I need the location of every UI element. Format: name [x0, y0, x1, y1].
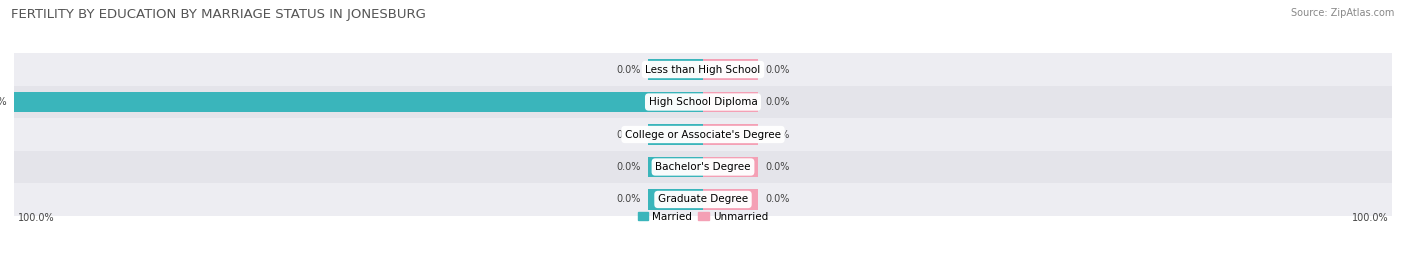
Bar	[14, 183, 1392, 216]
Text: 0.0%: 0.0%	[765, 97, 789, 107]
Text: 0.0%: 0.0%	[617, 194, 641, 204]
Text: Source: ZipAtlas.com: Source: ZipAtlas.com	[1291, 8, 1395, 18]
Bar	[703, 59, 758, 80]
Bar	[703, 157, 758, 177]
Bar	[648, 157, 703, 177]
Text: High School Diploma: High School Diploma	[648, 97, 758, 107]
Text: 100.0%: 100.0%	[0, 97, 7, 107]
Text: 0.0%: 0.0%	[765, 65, 789, 75]
Bar	[14, 53, 1392, 86]
Bar	[648, 189, 703, 210]
Text: 0.0%: 0.0%	[617, 129, 641, 140]
Bar	[14, 86, 1392, 118]
Text: 0.0%: 0.0%	[765, 194, 789, 204]
Text: 0.0%: 0.0%	[765, 162, 789, 172]
Text: Bachelor's Degree: Bachelor's Degree	[655, 162, 751, 172]
Text: FERTILITY BY EDUCATION BY MARRIAGE STATUS IN JONESBURG: FERTILITY BY EDUCATION BY MARRIAGE STATU…	[11, 8, 426, 21]
Text: College or Associate's Degree: College or Associate's Degree	[626, 129, 780, 140]
Text: 0.0%: 0.0%	[617, 162, 641, 172]
Bar	[14, 92, 703, 112]
Bar	[703, 92, 758, 112]
Bar	[648, 125, 703, 144]
Text: Graduate Degree: Graduate Degree	[658, 194, 748, 204]
Bar	[14, 151, 1392, 183]
Text: 100.0%: 100.0%	[17, 213, 53, 223]
Legend: Married, Unmarried: Married, Unmarried	[634, 207, 772, 226]
Bar	[14, 118, 1392, 151]
Text: 0.0%: 0.0%	[617, 65, 641, 75]
Text: 100.0%: 100.0%	[1353, 213, 1389, 223]
Bar	[648, 59, 703, 80]
Bar	[703, 189, 758, 210]
Bar	[703, 125, 758, 144]
Text: Less than High School: Less than High School	[645, 65, 761, 75]
Text: 0.0%: 0.0%	[765, 129, 789, 140]
